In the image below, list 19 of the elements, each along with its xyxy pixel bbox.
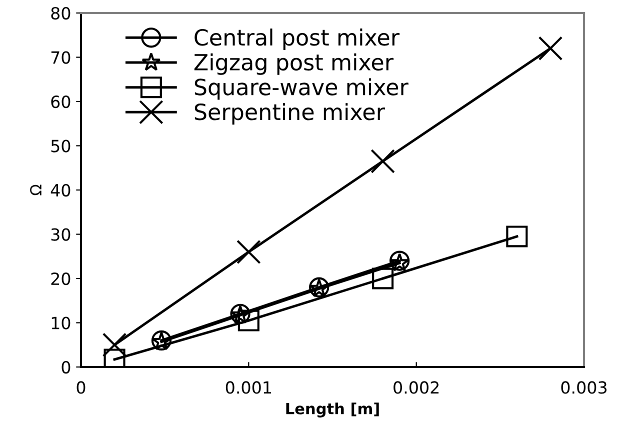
x-tick-label: 0 bbox=[76, 381, 86, 394]
y-tick-label: 40 bbox=[50, 184, 70, 197]
legend-label: Central post mixer bbox=[194, 28, 400, 50]
x-tick-label: 0.003 bbox=[561, 381, 607, 394]
y-tick-label: 20 bbox=[51, 272, 70, 286]
y-tick-label: 70 bbox=[51, 51, 70, 64]
legend-label: Zigzag post mixer bbox=[194, 53, 394, 75]
y-tick-label: 80 bbox=[51, 6, 70, 20]
y-tick-label: 50 bbox=[51, 140, 70, 152]
y-tick-label: 30 bbox=[51, 228, 70, 241]
y-tick-label: 0 bbox=[62, 360, 70, 374]
y-axis-title: Ω bbox=[30, 184, 42, 196]
legend-label: Serpentine mixer bbox=[194, 103, 385, 125]
x-tick-label: 0.002 bbox=[394, 381, 439, 394]
y-tick-label: 60 bbox=[51, 95, 70, 108]
y-tick-label: 10 bbox=[52, 316, 70, 330]
legend-label: Square-wave mixer bbox=[194, 78, 408, 100]
x-axis-title: Length [m] bbox=[286, 402, 379, 418]
x-tick-label: 0.001 bbox=[226, 381, 271, 394]
